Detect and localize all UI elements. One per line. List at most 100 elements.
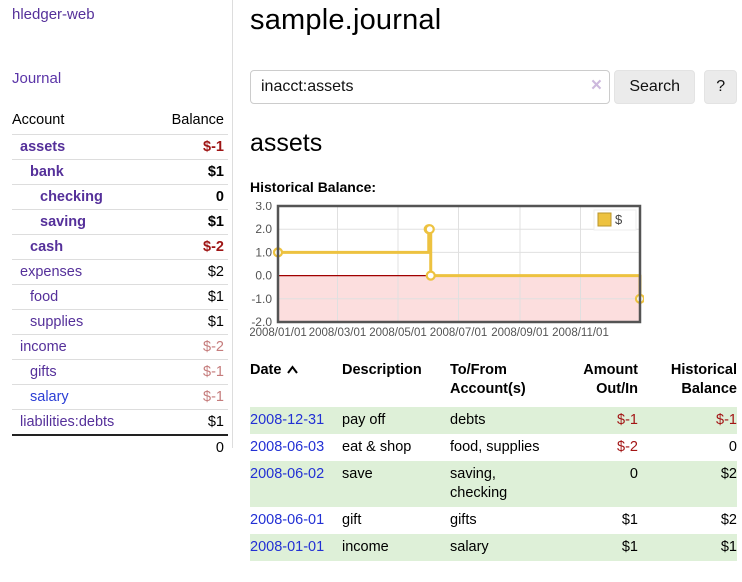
transaction-accounts: debts: [450, 412, 486, 428]
transaction-balance: 0: [728, 439, 737, 455]
svg-text:2008/01/01: 2008/01/01: [250, 327, 307, 339]
app-brand: hledger-web: [12, 6, 232, 24]
account-row: salary $-1: [12, 384, 228, 409]
transaction-description: gift: [342, 512, 362, 528]
transaction-date-cell: 2008-06-01: [250, 507, 342, 534]
sidebar: hledger-web Journal Account Balance asse…: [0, 0, 233, 456]
account-row: checking 0: [12, 184, 228, 209]
account-link[interactable]: cash: [30, 239, 64, 255]
help-button[interactable]: ?: [704, 70, 737, 104]
account-balance: $-1: [203, 139, 224, 155]
transaction-description: income: [342, 539, 389, 555]
sidebar-nav: Journal: [12, 70, 232, 88]
transaction-balance: $1: [720, 539, 737, 555]
transaction-description: pay off: [342, 412, 386, 428]
accounts-table: Account Balance assets $-1 bank $1 checking 0…: [12, 110, 228, 460]
account-balance: $1: [207, 314, 224, 330]
account-heading: assets: [250, 129, 323, 157]
account-row: saving $1: [12, 209, 228, 234]
transaction-accounts: saving, checking: [450, 466, 508, 501]
svg-text:2008/03/01: 2008/03/01: [309, 327, 367, 339]
account-row: supplies $1: [12, 309, 228, 334]
search-input[interactable]: [250, 70, 610, 104]
transaction-accounts: food, supplies: [450, 439, 540, 455]
svg-text:2008/05/01: 2008/05/01: [369, 327, 427, 339]
column-header-date[interactable]: Date: [250, 359, 342, 407]
brand-link[interactable]: hledger-web: [12, 6, 95, 23]
svg-text:0.0: 0.0: [255, 269, 272, 283]
transaction-description: eat & shop: [342, 439, 412, 455]
date-header-label: Date: [250, 362, 282, 378]
account-link[interactable]: expenses: [20, 264, 83, 280]
account-balance: $-1: [203, 389, 224, 405]
account-link[interactable]: bank: [30, 164, 64, 180]
column-header-balance: Historical Balance: [670, 362, 737, 397]
svg-text:2.0: 2.0: [255, 222, 272, 236]
search-form: × Search ?: [250, 70, 737, 104]
transaction-amount: $1: [621, 512, 638, 528]
account-row: food $1: [12, 284, 228, 309]
account-link[interactable]: checking: [40, 189, 103, 205]
account-link[interactable]: food: [30, 289, 59, 305]
transaction-date-cell: 2008-12-31: [250, 407, 342, 434]
account-link[interactable]: salary: [30, 389, 69, 405]
account-link[interactable]: liabilities:debts: [20, 414, 115, 430]
account-link[interactable]: gifts: [30, 364, 57, 380]
column-header-description: Description: [342, 362, 422, 378]
transaction-row: 2008-06-02 save saving, checking 0 $2: [250, 461, 737, 507]
account-link[interactable]: assets: [20, 139, 66, 155]
search-input-wrap: ×: [250, 70, 610, 104]
accounts-table-header: Account Balance: [12, 110, 228, 134]
transaction-amount: 0: [629, 466, 638, 482]
transaction-balance: $2: [720, 466, 737, 482]
svg-text:2008/09/01: 2008/09/01: [491, 327, 549, 339]
accounts-rows: assets $-1 bank $1 checking 0 saving $1 cash $-2 e…: [12, 134, 228, 434]
transaction-row: 2008-12-31 pay off debts $-1 $-1: [250, 407, 737, 434]
account-column-header: Account: [12, 112, 65, 128]
svg-text:3.0: 3.0: [255, 202, 272, 213]
account-balance: $1: [207, 164, 224, 180]
account-link[interactable]: supplies: [30, 314, 84, 330]
transaction-accounts: gifts: [450, 512, 477, 528]
balance-column-header: Balance: [171, 112, 224, 128]
account-link[interactable]: income: [20, 339, 67, 355]
account-row: expenses $2: [12, 259, 228, 284]
clear-search-icon[interactable]: ×: [590, 75, 602, 96]
transaction-date-link[interactable]: 2008-06-01: [250, 512, 325, 528]
account-link[interactable]: saving: [40, 214, 86, 230]
svg-text:2008/11/01: 2008/11/01: [552, 327, 609, 339]
account-row: liabilities:debts $1: [12, 409, 228, 434]
svg-text:$: $: [615, 212, 623, 227]
transaction-date-link[interactable]: 2008-01-01: [250, 539, 325, 555]
accounts-total-row: 0: [12, 434, 228, 460]
search-button[interactable]: Search: [614, 70, 696, 104]
account-balance: 0: [215, 189, 224, 205]
transaction-accounts: salary: [450, 539, 489, 555]
transaction-date-link[interactable]: 2008-06-03: [250, 439, 325, 455]
transaction-date-cell: 2008-01-01: [250, 534, 342, 561]
account-row: bank $1: [12, 159, 228, 184]
account-balance: $-2: [203, 339, 224, 355]
transaction-date-cell: 2008-06-03: [250, 434, 342, 461]
account-row: income $-2: [12, 334, 228, 359]
transaction-date-link[interactable]: 2008-12-31: [250, 412, 325, 428]
chart-title: Historical Balance:: [250, 179, 377, 195]
transaction-date-cell: 2008-06-02: [250, 461, 342, 507]
register-header-row: Date Description To/From Account(s) Amou…: [250, 359, 737, 407]
transaction-balance: $-1: [716, 412, 737, 428]
main-content: sample.journal × Search ? assets Histori…: [234, 0, 742, 561]
transaction-amount: $1: [621, 539, 638, 555]
svg-text:-1.0: -1.0: [251, 292, 272, 306]
account-row: gifts $-1: [12, 359, 228, 384]
sidebar-item-journal[interactable]: Journal: [12, 70, 62, 87]
transaction-row: 2008-06-01 gift gifts $1 $2: [250, 507, 737, 534]
sort-asc-icon: [287, 365, 299, 374]
svg-text:2008/07/01: 2008/07/01: [430, 327, 488, 339]
account-balance: $-2: [203, 239, 224, 255]
svg-text:1.0: 1.0: [255, 245, 272, 259]
account-balance: $1: [207, 289, 224, 305]
transaction-amount: $-2: [617, 439, 638, 455]
transaction-date-link[interactable]: 2008-06-02: [250, 466, 325, 482]
account-balance: $2: [207, 264, 224, 280]
